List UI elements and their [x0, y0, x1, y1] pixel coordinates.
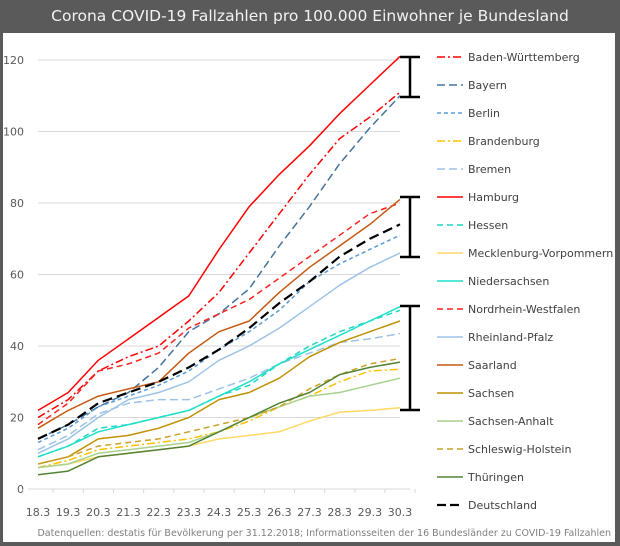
legend-label: Deutschland	[468, 499, 537, 512]
x-tick-label: 29.3	[358, 506, 383, 519]
legend-label: Thüringen	[467, 471, 524, 484]
series-line-mecklenburg-vorpommern	[37, 407, 401, 469]
x-tick-label: 19.3	[56, 506, 81, 519]
y-tick-label: 100	[3, 126, 24, 139]
chart-panel: 0 20 40 60 80 100 120 18.3 19.3 20.3 21.3 22.3 23.3…	[3, 33, 615, 542]
x-tick-label: 23.3	[177, 506, 202, 519]
series-line-sachsen	[37, 320, 401, 465]
x-tick-label: 27.3	[297, 506, 322, 519]
gridlines	[38, 59, 400, 418]
legend-label: Brandenburg	[468, 135, 540, 148]
y-tick-label: 20	[10, 412, 24, 425]
legend: Baden-Württemberg Bayern Berlin Brandenburg…	[437, 51, 613, 512]
series-line-brandenburg	[37, 368, 401, 469]
legend-label: Sachsen-Anhalt	[468, 415, 554, 428]
legend-label: Berlin	[468, 107, 500, 120]
legend-label: Baden-Württemberg	[468, 51, 580, 64]
legend-label: Hessen	[468, 219, 508, 232]
bracket-bottom-group	[400, 304, 420, 412]
y-tick-label: 40	[10, 340, 24, 353]
x-tick-label: 21.3	[116, 506, 141, 519]
y-axis-ticks: 0 20 40 60 80 100 120	[3, 54, 24, 496]
x-tick-label: 30.3	[388, 506, 413, 519]
source-note: Datenquellen: destatis für Bevölkerung p…	[37, 528, 611, 539]
legend-label: Rheinland-Pfalz	[468, 331, 553, 344]
y-tick-label: 80	[10, 197, 24, 210]
y-tick-label: 0	[17, 483, 24, 496]
series-line-rheinland-pfalz	[37, 252, 401, 454]
y-tick-label: 60	[10, 269, 24, 282]
x-axis: 18.3 19.3 20.3 21.3 22.3 23.3 24.3 25.3 26.3 27.3…	[22, 488, 416, 519]
x-tick-label: 25.3	[237, 506, 262, 519]
x-tick-label: 26.3	[267, 506, 292, 519]
series-line-sachsen-anhalt	[37, 377, 401, 469]
series-line-baden-w-rttemberg	[37, 91, 401, 419]
y-tick-label: 120	[3, 54, 24, 67]
x-tick-label: 22.3	[146, 506, 171, 519]
chart-title: Corona COVID-19 Fallzahlen pro 100.000 E…	[0, 0, 620, 33]
x-tick-label: 28.3	[327, 506, 352, 519]
legend-label: Niedersachsen	[468, 275, 549, 288]
line-chart: 0 20 40 60 80 100 120 18.3 19.3 20.3 21.3 22.3 23.3…	[3, 51, 613, 539]
series-line-bayern	[37, 95, 401, 440]
x-tick-label: 18.3	[26, 506, 51, 519]
x-tick-label: 24.3	[207, 506, 232, 519]
legend-label: Saarland	[468, 359, 517, 372]
legend-label: Hamburg	[468, 191, 519, 204]
legend-label: Mecklenburg-Vorpommern	[468, 247, 613, 260]
series-line-nordrhein-westfalen	[37, 202, 401, 426]
legend-label: Nordrhein-Westfalen	[468, 303, 580, 316]
legend-label: Schleswig-Holstein	[468, 443, 571, 456]
series-line-th-ringen	[37, 361, 401, 476]
series-line-schleswig-holstein	[37, 357, 401, 465]
bracket-top-group	[400, 55, 420, 99]
series-line-saarland	[37, 198, 401, 429]
range-brackets	[400, 55, 420, 412]
series-line-niedersachsen	[37, 306, 401, 458]
x-tick-label: 20.3	[86, 506, 111, 519]
legend-label: Sachsen	[468, 387, 514, 400]
bracket-middle-group	[400, 195, 420, 259]
legend-label: Bremen	[468, 163, 511, 176]
legend-label: Bayern	[468, 79, 507, 92]
series-line-hamburg	[37, 55, 401, 412]
series-lines	[37, 55, 401, 476]
series-line-deutschland	[37, 223, 401, 440]
